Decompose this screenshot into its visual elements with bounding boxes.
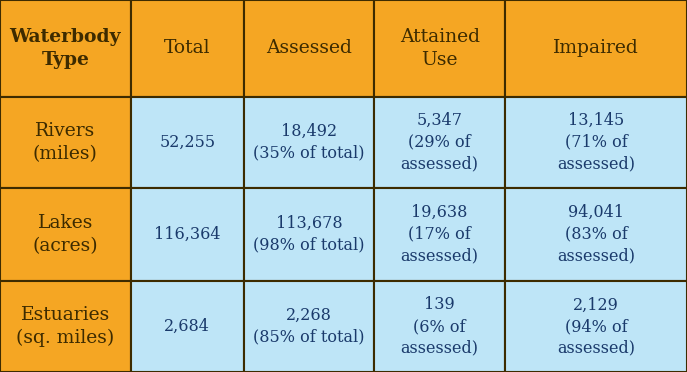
Bar (0, 281, 131, 372)
Text: Impaired: Impaired (553, 39, 639, 57)
Bar (505, 97, 687, 188)
Text: 2,684: 2,684 (164, 318, 210, 335)
Bar (505, 188, 687, 281)
Text: Waterbody
Type: Waterbody Type (10, 28, 121, 69)
Bar (0, 0, 131, 97)
Bar (374, 0, 505, 97)
Bar (131, 281, 244, 372)
Text: 139
(6% of
assessed): 139 (6% of assessed) (401, 296, 479, 356)
Bar (244, 97, 374, 188)
Text: Rivers
(miles): Rivers (miles) (33, 122, 98, 163)
Text: 18,492
(35% of total): 18,492 (35% of total) (254, 123, 365, 161)
Text: 116,364: 116,364 (154, 226, 221, 243)
Text: Estuaries
(sq. miles): Estuaries (sq. miles) (16, 306, 115, 347)
Text: 19,638
(17% of
assessed): 19,638 (17% of assessed) (401, 204, 479, 264)
Text: Attained
Use: Attained Use (400, 28, 480, 69)
Bar (0, 188, 131, 281)
Bar (374, 281, 505, 372)
Text: Lakes
(acres): Lakes (acres) (32, 214, 98, 255)
Bar (505, 281, 687, 372)
Bar (131, 188, 244, 281)
Bar (244, 281, 374, 372)
Text: 52,255: 52,255 (159, 134, 215, 151)
Text: Assessed: Assessed (267, 39, 352, 57)
Text: 94,041
(83% of
assessed): 94,041 (83% of assessed) (557, 204, 635, 264)
Text: 5,347
(29% of
assessed): 5,347 (29% of assessed) (401, 112, 479, 172)
Bar (374, 188, 505, 281)
Bar (374, 97, 505, 188)
Bar (131, 0, 244, 97)
Bar (505, 0, 687, 97)
Text: Total: Total (164, 39, 210, 57)
Text: 2,129
(94% of
assessed): 2,129 (94% of assessed) (557, 296, 635, 356)
Text: 13,145
(71% of
assessed): 13,145 (71% of assessed) (557, 112, 635, 172)
Text: 2,268
(85% of total): 2,268 (85% of total) (254, 307, 365, 346)
Bar (131, 97, 244, 188)
Bar (244, 188, 374, 281)
Text: 113,678
(98% of total): 113,678 (98% of total) (254, 215, 365, 254)
Bar (0, 97, 131, 188)
Bar (244, 0, 374, 97)
